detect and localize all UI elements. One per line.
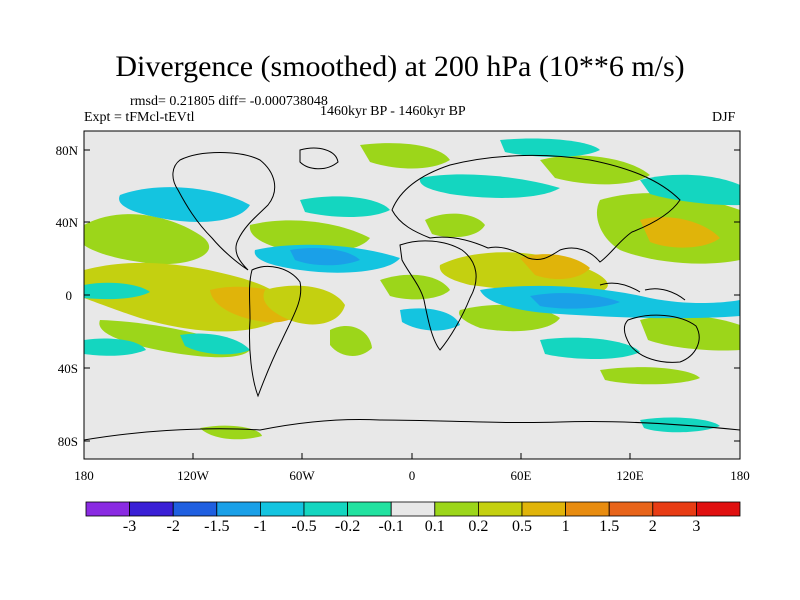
colorbar-label: -2 <box>166 518 180 535</box>
colorbar-swatch <box>172 501 218 517</box>
colorbar-label: 0.1 <box>424 518 445 535</box>
lon-tick-label: 60W <box>289 468 315 483</box>
coast-south-america <box>249 266 302 398</box>
colorbar-swatch <box>347 501 392 517</box>
negative-region <box>300 196 390 217</box>
colorbar <box>85 501 741 517</box>
negative-region <box>530 293 620 309</box>
negative-region <box>419 174 560 198</box>
positive-region <box>330 326 372 356</box>
positive-region <box>249 220 370 253</box>
map-title: Divergence (smoothed) at 200 hPa (10**6 … <box>115 50 685 83</box>
negative-region <box>640 174 740 206</box>
negative-region <box>500 138 600 157</box>
negative-region <box>84 282 150 300</box>
positive-region <box>360 143 450 169</box>
colorbar-swatch <box>216 501 261 517</box>
divergence-field <box>84 138 740 440</box>
colorbar-swatch <box>521 501 566 517</box>
negative-region <box>119 187 251 222</box>
lon-tick-label: 120W <box>177 468 209 483</box>
coast-antarctica <box>84 418 740 441</box>
colorbar-label: -0.1 <box>378 518 404 535</box>
colorbar-swatch <box>434 501 479 517</box>
colorbar-swatch <box>477 501 523 517</box>
coast-africa <box>399 240 477 351</box>
positive-region <box>520 254 590 280</box>
positive-region <box>84 214 210 265</box>
negative-region <box>290 248 360 266</box>
coast-north-america <box>172 152 276 271</box>
colorbar-swatch <box>129 501 174 517</box>
lat-tick-label: 80S <box>57 434 78 449</box>
colorbar-label: 1.5 <box>599 518 620 535</box>
lon-tick-label: 120E <box>616 468 644 483</box>
period-label: 1460kyr BP - 1460kyr BP <box>320 104 466 119</box>
positive-region <box>600 367 700 385</box>
colorbar-swatch <box>85 501 130 517</box>
lon-tick-label: 60E <box>510 468 532 483</box>
coast-maritime-continent <box>599 282 686 301</box>
positive-region <box>640 217 720 248</box>
colorbar-swatch <box>652 501 697 517</box>
negative-region <box>180 333 250 355</box>
positive-region <box>425 213 485 238</box>
colorbar-swatch <box>259 501 305 517</box>
positive-region <box>380 274 450 300</box>
coast-europe-asia <box>391 154 681 263</box>
lat-tick-label: 80N <box>55 143 78 158</box>
colorbar-swatch <box>303 501 348 517</box>
lat-tick-label: 0 <box>65 288 73 303</box>
lat-tick-label: 40N <box>55 215 78 230</box>
colorbar-label: 1 <box>561 518 570 535</box>
colorbar-label: 0.5 <box>512 518 532 535</box>
colorbar-label: -1.5 <box>204 518 230 535</box>
colorbar-swatch <box>565 501 610 517</box>
colorbar-label: 3 <box>692 518 701 535</box>
colorbar-label: 2 <box>648 518 657 535</box>
colorbar-label: -1 <box>253 518 268 535</box>
lon-tick-label: 180 <box>74 468 94 483</box>
axis-ticks <box>84 149 740 459</box>
season-label: DJF <box>712 110 736 125</box>
coast-greenland <box>299 147 339 170</box>
lat-tick-label: 40S <box>57 361 78 376</box>
colorbar-swatch <box>608 501 654 517</box>
coast-australia <box>623 314 700 363</box>
lon-tick-label: 0 <box>408 468 416 483</box>
colorbar-swatch <box>696 501 741 517</box>
colorbar-label: -3 <box>122 518 137 535</box>
experiment-label: Expt = tFMcl-tEVtl <box>84 110 195 125</box>
colorbar-swatch <box>390 501 436 517</box>
negative-region <box>400 308 460 331</box>
positive-region <box>540 155 650 185</box>
negative-region <box>84 338 146 356</box>
colorbar-label: 0.2 <box>468 518 489 535</box>
colorbar-label: -0.2 <box>334 518 361 535</box>
colorbar-label: -0.5 <box>291 518 317 535</box>
stats-text: rmsd= 0.21805 diff= -0.000738048 <box>130 94 328 109</box>
lon-tick-label: 180 <box>730 468 750 483</box>
positive-region <box>263 285 345 325</box>
negative-region <box>540 337 640 359</box>
positive-region <box>640 315 740 351</box>
coastlines <box>84 147 740 441</box>
